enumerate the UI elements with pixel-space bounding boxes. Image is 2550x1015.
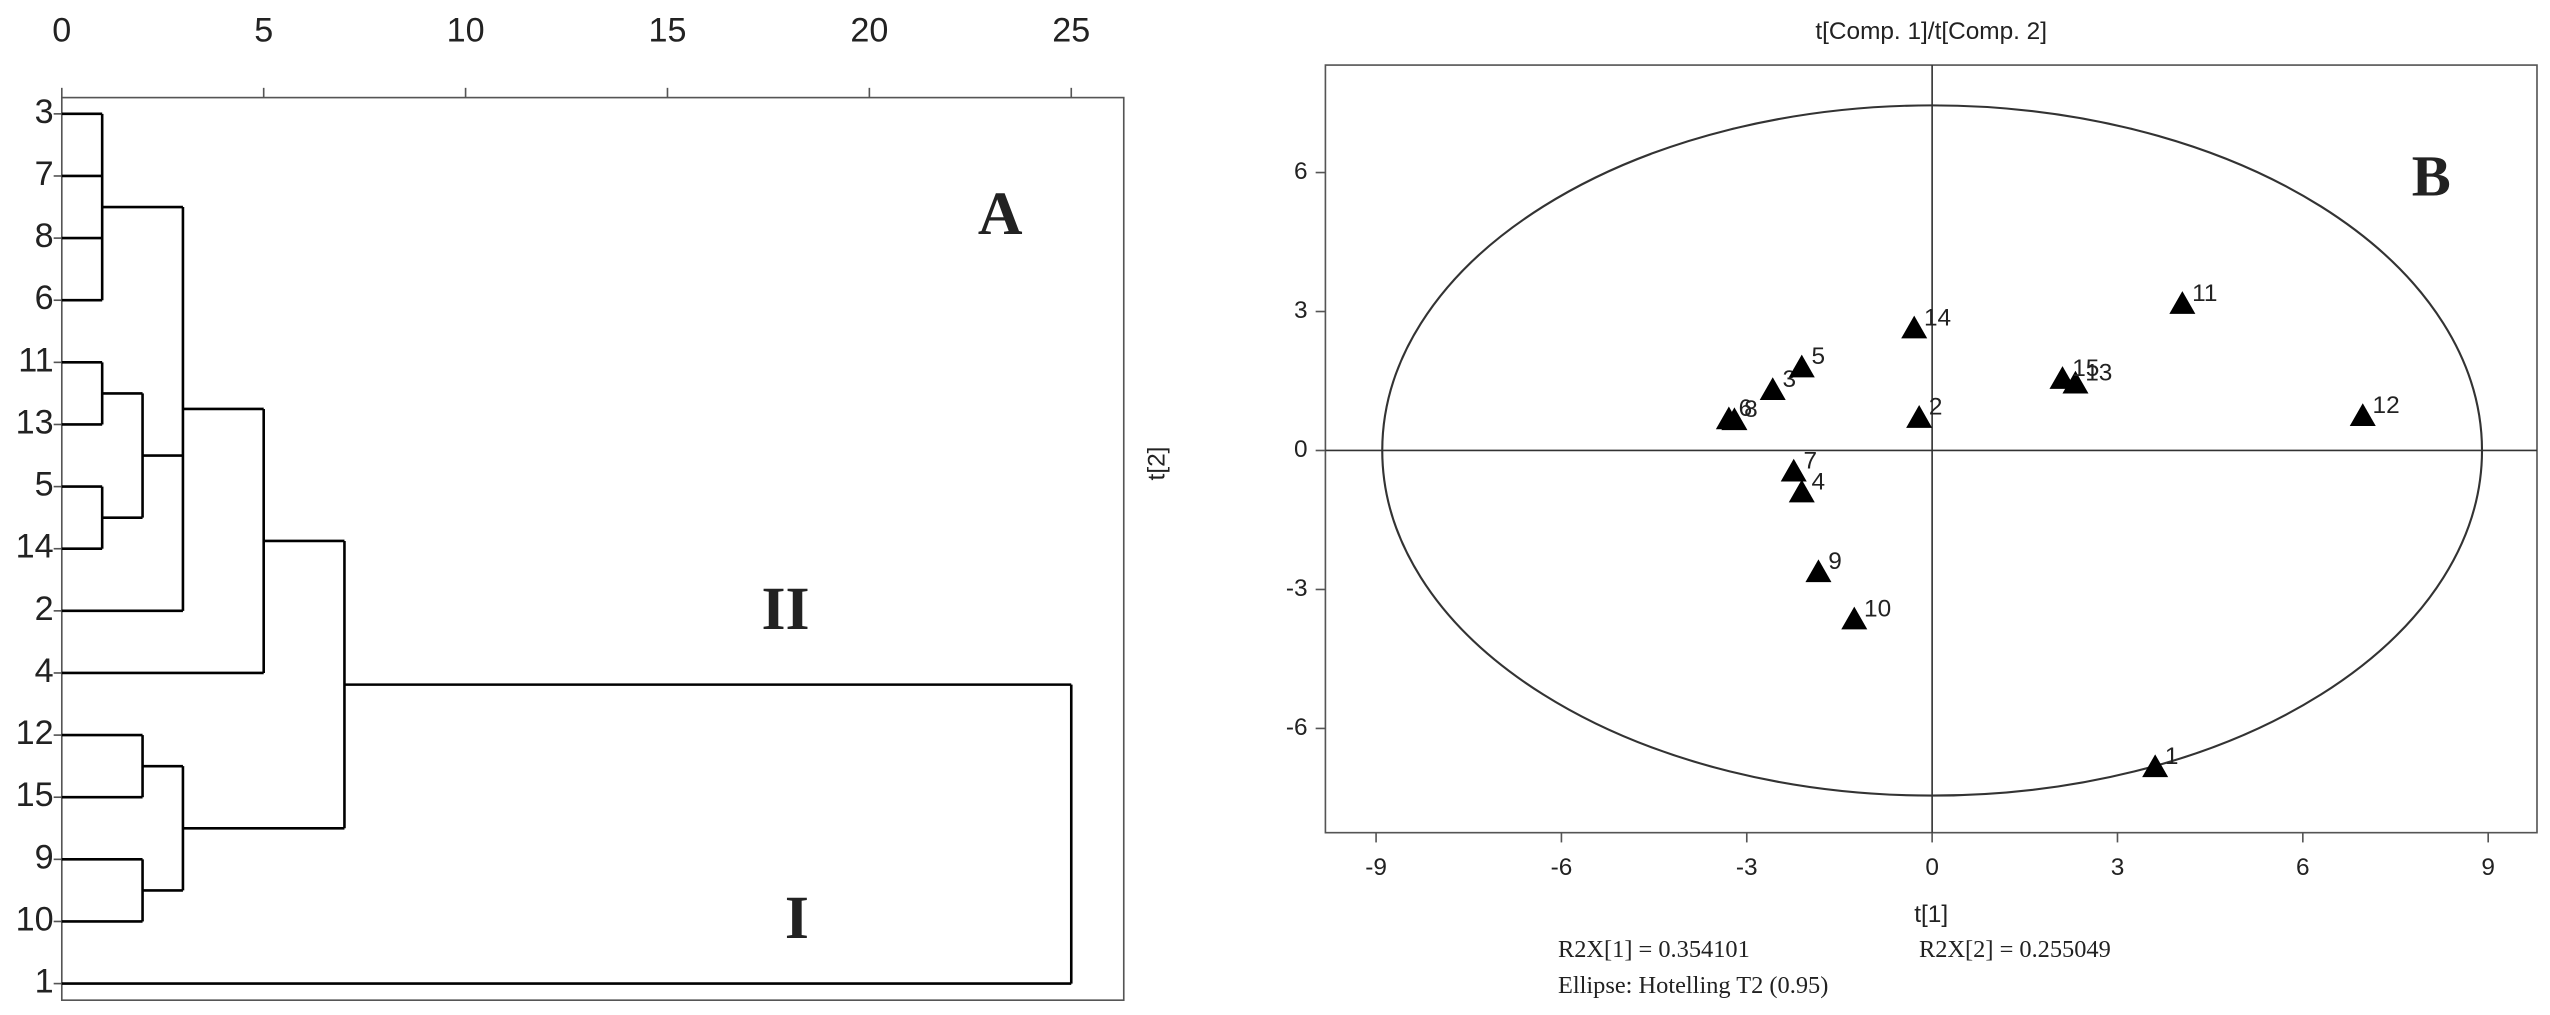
x-tick-label: 20 [850,12,888,50]
x-tick-label: -9 [1365,854,1387,881]
y-tick-label: 6 [1294,158,1308,185]
annotation: A [978,180,1023,248]
note: R2X[1] = 0.354101 [1558,936,1750,963]
annotation: II [761,575,809,643]
point [1759,377,1786,401]
point [1788,479,1815,503]
x-tick-label: 3 [2111,854,2125,881]
leaf-label: 2 [35,590,54,628]
note: Ellipse: Hotelling T2 (0.95) [1558,972,1828,999]
leaf-label: 5 [35,466,54,504]
point [1788,354,1815,378]
x-tick-label: 5 [254,12,273,50]
leaf-label: 1 [35,963,54,1001]
note: R2X[2] = 0.255049 [1919,936,2111,963]
point-label: 14 [1924,304,1951,331]
point-label: 2 [1929,394,1943,421]
point [1721,407,1748,431]
leaf-label: 9 [35,838,54,876]
plot-frame [1324,64,2538,834]
point [2049,366,2076,389]
point-label: 6 [1739,395,1753,422]
y-tick-label: -3 [1286,575,1308,602]
x-tick-label: 9 [2481,854,2495,881]
x-tick-label: -3 [1736,854,1758,881]
point-label: 15 [2072,355,2099,382]
leaf-label: 12 [16,714,54,752]
point-label: 4 [1812,468,1826,495]
point-label: 5 [1812,343,1826,370]
point [1841,606,1868,630]
point-label: 13 [2085,359,2112,386]
point [1780,458,1807,482]
point-label: 12 [2373,392,2400,419]
leaf-label: 10 [16,900,54,938]
x-axis-label: t[1] [1914,901,1948,928]
annotation: B [2412,144,2451,209]
leaf-label: 6 [35,279,54,317]
x-tick-label: 15 [648,12,686,50]
point [1901,315,1928,339]
plot-frame [60,96,1125,1001]
point-label: 9 [1828,548,1842,575]
x-tick-label: 6 [2296,854,2310,881]
point [2169,291,2196,314]
chart-title: t[Comp. 1]/t[Comp. 2] [1815,18,2047,45]
point [1906,405,1933,428]
x-tick-label: 10 [447,12,485,50]
annotation: I [785,884,809,952]
leaf-label: 3 [35,93,54,131]
leaf-label: 4 [35,652,54,690]
point [2349,403,2376,426]
point [2142,754,2169,778]
y-tick-label: 3 [1294,297,1308,324]
x-tick-label: -6 [1551,854,1573,881]
point [1805,559,1832,583]
leaf-label: 14 [16,528,54,566]
leaf-label: 7 [35,155,54,193]
x-tick-label: 25 [1052,12,1090,50]
point-label: 10 [1864,595,1891,622]
y-axis-label: t[2] [1143,447,1170,481]
point-label: 1 [2165,743,2179,770]
leaf-label: 13 [16,403,54,441]
point-label: 11 [2192,280,2217,307]
x-tick-label: 0 [52,12,71,50]
point-label: 7 [1803,447,1817,474]
y-tick-label: 0 [1294,436,1308,463]
leaf-label: 8 [35,217,54,255]
point-label: 8 [1744,396,1758,423]
confidence-ellipse [1381,104,2484,797]
x-tick-label: 0 [1925,854,1939,881]
leaf-label: 15 [16,776,54,814]
leaf-label: 11 [18,341,53,379]
y-tick-label: -6 [1286,714,1308,741]
